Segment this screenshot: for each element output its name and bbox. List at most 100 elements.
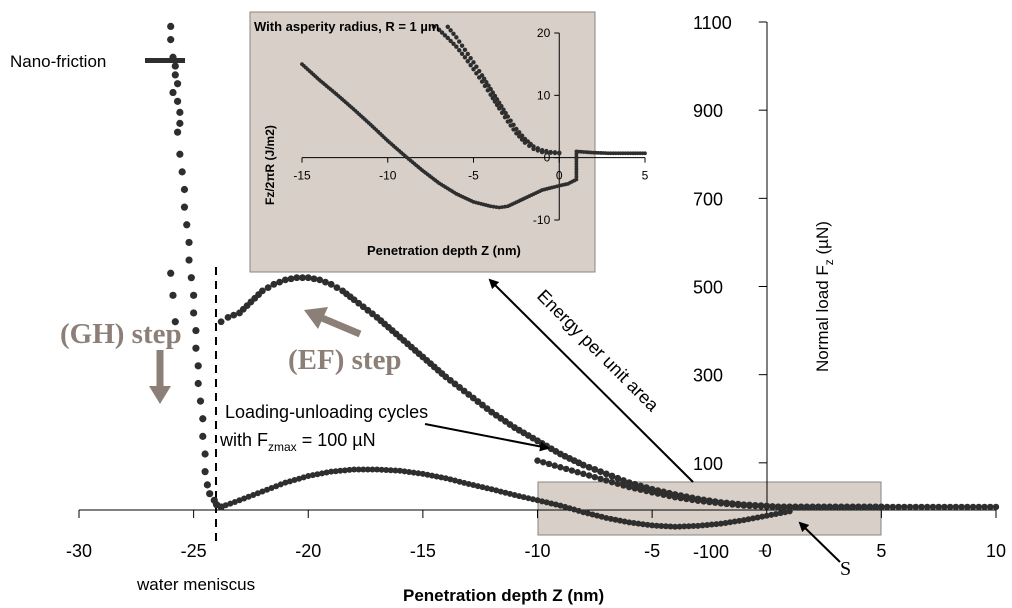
inset-data-point [482,83,488,89]
x-tick-label: -10 [524,541,550,561]
s-arrow [798,521,841,563]
inset-x-tick-label: -5 [468,169,479,183]
data-point [548,500,555,507]
data-point [328,468,335,475]
inset-data-point [500,205,504,210]
data-point [780,503,788,511]
data-point [539,498,546,505]
data-point [746,502,753,510]
data-point [975,503,983,511]
data-point [597,475,604,483]
data-point [319,470,326,477]
inset-x-tick-label: 5 [642,169,649,183]
data-point [287,275,295,283]
data-point [259,287,266,295]
data-point [194,379,202,388]
data-point [929,503,937,511]
data-point [206,490,214,498]
data-point [654,490,662,497]
data-point [355,466,362,473]
data-point [826,503,833,511]
inset-data-point [643,151,647,156]
data-point [190,309,198,317]
inset-data-point [557,150,562,155]
inset-data-point [488,86,493,92]
inset-data-point [457,39,462,44]
data-point [350,296,358,304]
data-point [768,511,775,518]
data-point [763,512,770,519]
data-point [754,514,761,521]
data-point [185,238,193,247]
data-point [763,503,770,510]
data-point [333,284,341,292]
data-point [231,498,238,505]
data-point [575,507,582,514]
data-point [671,494,679,501]
data-point [447,476,454,483]
data-point [236,497,243,504]
data-point [355,299,363,307]
nano-friction-marker [145,58,185,63]
x-tick-label: 10 [986,541,1006,561]
inset-data-point [522,136,528,142]
y-tick-label: 1100 [693,13,732,33]
data-point [843,503,851,511]
data-point [465,480,472,487]
y-axis-title-main: Normal load F [813,265,832,372]
data-point [194,362,202,370]
data-point [941,503,948,511]
inset-data-point [508,118,513,123]
cycles-arrow [424,423,550,452]
data-point [176,150,184,158]
data-point [752,502,759,510]
data-point [643,487,650,495]
data-point [745,516,752,523]
data-point [300,474,307,481]
data-point [935,503,942,511]
data-point [901,503,908,511]
inset-data-point [574,177,579,182]
inset-data-point [490,90,495,95]
inset-data-point [445,24,450,29]
data-point [614,474,622,482]
data-point [460,387,468,395]
data-point [442,373,450,381]
data-point [433,473,440,480]
data-point [190,291,198,299]
data-point [585,463,593,471]
data-point [608,478,616,486]
inset-data-point [501,107,506,112]
inset-data-point [497,205,502,210]
ef-step-arrow-head [304,307,328,329]
data-point [359,303,367,311]
data-point [169,291,177,299]
data-point [383,466,390,473]
data-point [374,466,381,473]
data-point [270,280,278,288]
data-point [723,500,730,508]
data-point [952,503,960,511]
data-point [415,470,422,477]
data-point [273,483,280,490]
ef-step-arrow-shaft [320,314,362,338]
data-point [580,470,587,478]
data-point [323,469,330,476]
data-point [351,466,358,473]
data-point [429,472,436,479]
data-point [626,483,633,491]
data-point [608,472,616,480]
data-point [187,274,195,282]
data-point [360,466,367,473]
data-point [438,474,445,481]
data-point [620,477,627,484]
data-point [250,492,257,499]
data-point [534,457,541,464]
data-point [803,503,811,511]
data-point [775,503,782,510]
data-point [201,450,209,458]
inset-data-point [517,130,522,135]
data-point [474,483,481,490]
data-point [167,22,175,31]
inset-data-point [484,80,489,85]
